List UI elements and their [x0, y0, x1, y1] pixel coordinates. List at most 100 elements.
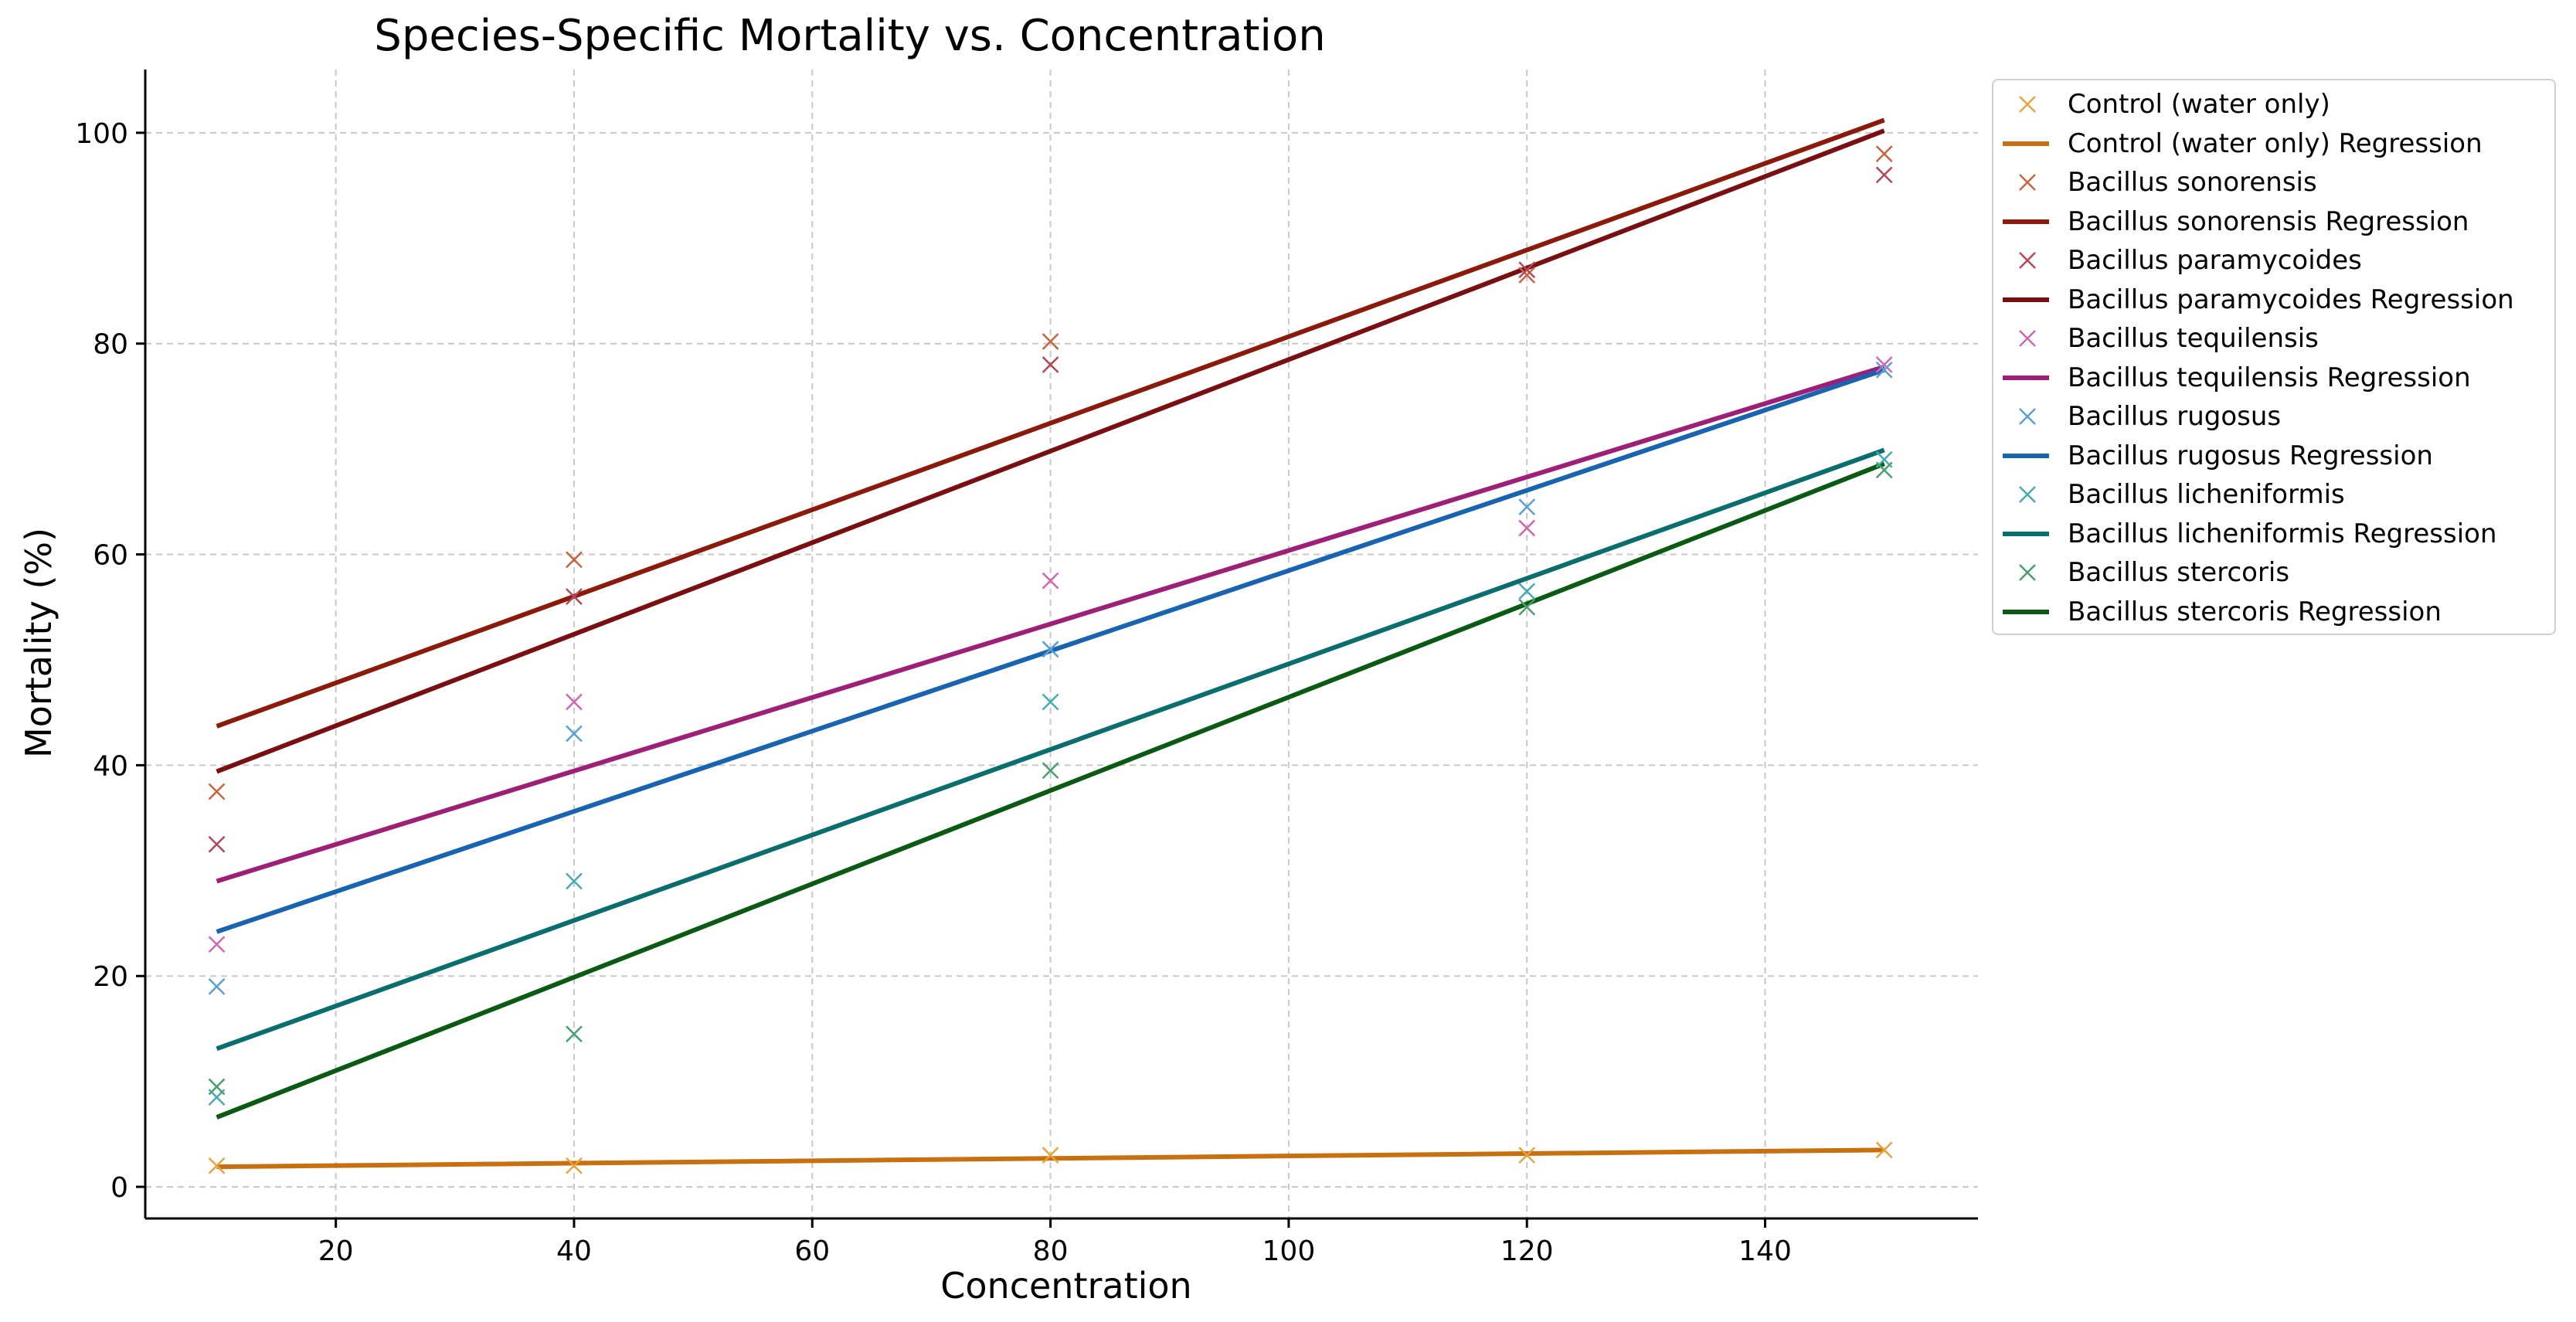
y-tick-label: 60 [93, 540, 128, 572]
legend-label: Bacillus sonorensis Regression [2068, 206, 2469, 237]
legend-item: Bacillus paramycoides [1993, 241, 2554, 280]
data-point-stroke [1042, 356, 1059, 373]
x-tick-label: 80 [1033, 1235, 1069, 1267]
data-point-stroke [208, 835, 226, 853]
legend-label: Bacillus licheniformis Regression [2068, 518, 2497, 549]
data-point [566, 693, 583, 711]
y-tick-label: 100 [75, 118, 128, 150]
legend-marker [2019, 408, 2036, 426]
data-point [1518, 519, 1536, 537]
data-point-stroke [1042, 1147, 1059, 1164]
legend-marker [2019, 174, 2036, 192]
data-point [1518, 583, 1536, 600]
y-tick-label: 80 [93, 329, 128, 361]
data-point [1042, 1147, 1059, 1164]
legend-line-swatch [1993, 124, 2058, 163]
legend-label: Bacillus sonorensis [2068, 167, 2317, 199]
data-point [208, 977, 226, 995]
legend-marker [2019, 564, 2036, 582]
data-point [1875, 356, 1893, 373]
legend-item: Bacillus sonorensis Regression [1993, 202, 2554, 242]
legend-item: Bacillus rugosus Regression [1993, 437, 2554, 476]
legend-marker [2019, 486, 2036, 504]
legend-label: Bacillus paramycoides Regression [2068, 284, 2514, 315]
data-point-stroke [1875, 166, 1893, 184]
x-tick-label: 100 [1263, 1235, 1316, 1267]
legend-label: Bacillus stercoris [2068, 557, 2290, 589]
data-point [1518, 267, 1536, 284]
plot-area: 20 40 60 80 100 120 140 0 20 40 60 80 100 Concentrat… [18, 70, 1978, 1307]
y-tick-label: 20 [93, 961, 128, 993]
legend-marker-swatch [1993, 553, 2058, 592]
legend-label: Bacillus rugosus Regression [2068, 440, 2433, 471]
legend-item: Control (water only) Regression [1993, 124, 2554, 164]
data-point [1518, 498, 1536, 516]
x-axis-label: Concentration [940, 1265, 1191, 1307]
data-point-stroke [1042, 693, 1059, 711]
legend-marker-swatch [1993, 319, 2058, 358]
legend-item: Bacillus tequilensis Regression [1993, 359, 2554, 398]
regression-line [216, 117, 1885, 729]
legend-marker-swatch [1993, 241, 2058, 280]
legend-marker-swatch [1993, 163, 2058, 202]
axes-layer [144, 70, 1978, 1220]
data-point [1042, 356, 1059, 373]
regression-line [216, 461, 1885, 1120]
legend-item: Control (water only) [1993, 85, 2554, 124]
data-point-stroke [1042, 762, 1059, 780]
data-point [208, 1157, 226, 1174]
legend-label: Bacillus rugosus [2068, 401, 2282, 433]
y-axis-label: Mortality (%) [18, 528, 59, 758]
legend: Control (water only) Control (water only)… [1992, 79, 2556, 635]
data-point [208, 936, 226, 953]
regression-line [216, 367, 1885, 934]
regression-line [216, 1147, 1884, 1170]
data-point [1042, 572, 1059, 590]
legend-line-swatch [1993, 280, 2058, 319]
data-point [1518, 1147, 1536, 1164]
data-point [1042, 762, 1059, 780]
legend-marker-swatch [1993, 397, 2058, 436]
data-point-stroke [566, 872, 583, 890]
grid-layer [145, 70, 1978, 1218]
data-point-stroke [1875, 361, 1893, 379]
regression-line [216, 447, 1885, 1052]
data-point-stroke [208, 1157, 226, 1174]
x-tick-label: 20 [318, 1235, 354, 1267]
legend-item: Bacillus stercoris Regression [1993, 593, 2554, 632]
legend-label: Bacillus licheniformis [2068, 479, 2345, 511]
data-point-stroke [208, 977, 226, 995]
legend-line-swatch [1993, 359, 2058, 397]
legend-label: Control (water only) Regression [2068, 127, 2483, 159]
data-point-stroke [1875, 356, 1893, 373]
data-point [1875, 145, 1893, 163]
legend-line-swatch [1993, 593, 2058, 631]
data-point-stroke [566, 1025, 583, 1043]
data-point [1042, 641, 1059, 658]
data-point-stroke [566, 693, 583, 711]
data-point [1518, 598, 1536, 616]
legend-label: Control (water only) [2068, 89, 2330, 121]
data-point [1042, 333, 1059, 350]
data-point-stroke [1042, 641, 1059, 658]
data-point-stroke [1875, 461, 1893, 479]
data-point [566, 725, 583, 743]
data-point-stroke [1518, 1147, 1536, 1164]
x-tick-label: 140 [1738, 1235, 1792, 1267]
legend-line-swatch [1993, 437, 2058, 475]
data-point-stroke [1518, 261, 1536, 279]
data-point-stroke [1875, 1141, 1893, 1159]
data-point [566, 872, 583, 890]
legend-item: Bacillus rugosus [1993, 397, 2554, 437]
data-point [1875, 461, 1893, 479]
data-point-stroke [208, 783, 226, 800]
legend-item: Bacillus tequilensis [1993, 319, 2554, 359]
scatter-points-layer [208, 145, 1893, 1174]
data-point-stroke [1875, 145, 1893, 163]
data-point-stroke [1042, 572, 1059, 590]
data-point-stroke [566, 551, 583, 569]
data-point-stroke [1518, 598, 1536, 616]
legend-line-swatch [1993, 515, 2058, 553]
legend-item: Bacillus paramycoides Regression [1993, 280, 2554, 320]
data-point [1042, 693, 1059, 711]
